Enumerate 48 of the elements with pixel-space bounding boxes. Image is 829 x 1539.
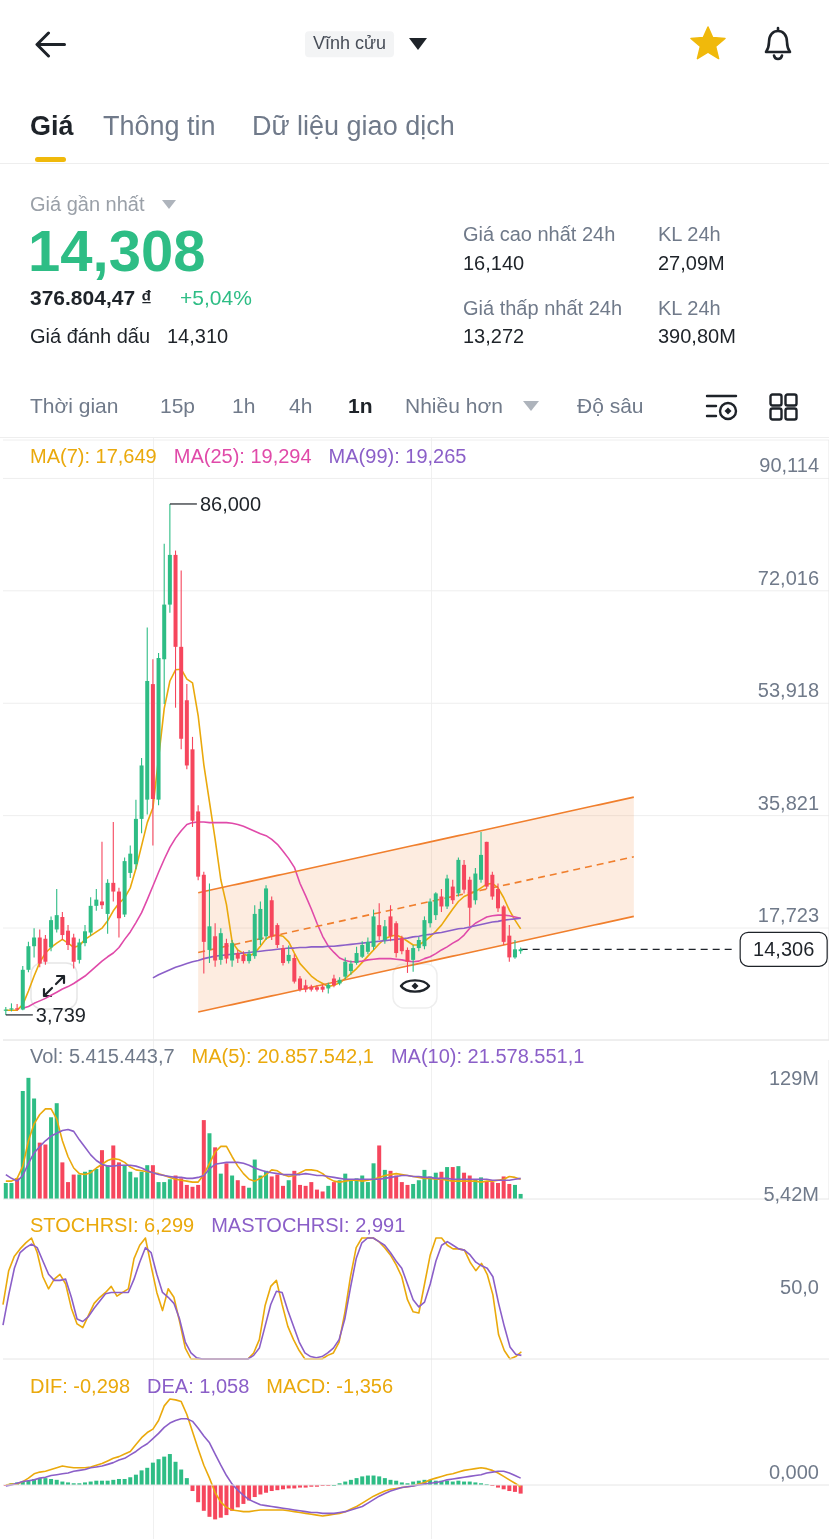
text: MA(99): 19,265 [328, 444, 467, 468]
text: 1h [232, 394, 256, 418]
y-tick-label: 53,918 [757, 679, 819, 702]
y-tick-label: 72,016 [757, 566, 819, 589]
y-tick-label: 90,114 [759, 454, 819, 477]
text: Giá [30, 110, 74, 141]
y-tick-label: 35,821 [757, 791, 819, 814]
text: Nhiều hơn [405, 394, 503, 418]
text: Giá gần nhất [30, 193, 145, 215]
series-label: MASTOCHRSI: 2,991 [211, 1213, 406, 1237]
series-label: DEA: 1,058 [147, 1374, 250, 1398]
text: 1n [348, 394, 373, 418]
y-tick-label: 5,42M [763, 1182, 819, 1205]
text: MA(7): 17,649 [30, 444, 157, 468]
annotation: 50,0 [780, 1276, 819, 1298]
text: KL 24h [658, 297, 721, 319]
ref-line-label: 14,306 [753, 938, 815, 961]
text: Giá thấp nhất 24h [463, 297, 623, 319]
text: Thông tin [103, 110, 216, 141]
text: MA(25): 19,294 [173, 444, 312, 468]
text: 14,310 [167, 325, 229, 347]
series-label: DIF: -0,298 [30, 1374, 131, 1398]
text: 15p [160, 394, 196, 418]
y-tick-label: 129M [768, 1066, 819, 1089]
text: MA(10): 21.578.551,1 [390, 1044, 585, 1068]
text: Giá đánh dấu [30, 325, 151, 347]
annotation: 86,000 [199, 492, 262, 515]
text: 4h [289, 394, 313, 418]
text: 376.804,47 ₫ [30, 286, 152, 310]
text: Giá cao nhất 24h [463, 223, 616, 245]
text: 14,308 [28, 218, 206, 284]
text: 27,09M [658, 252, 725, 274]
text: 390,80M [658, 325, 736, 347]
text: Độ sâu [577, 394, 644, 418]
text: +5,04% [180, 286, 252, 310]
series-label: Vol: 5.415.443,7 [30, 1044, 175, 1068]
text: MA(5): 20.857.542,1 [191, 1044, 374, 1068]
annotation: 3,739 [35, 1003, 86, 1026]
text: KL 24h [658, 223, 721, 245]
series-label: STOCHRSI: 6,299 [30, 1213, 195, 1237]
tag-chip: Vĩnh cửu [305, 31, 395, 57]
text: 13,272 [463, 325, 525, 347]
text: Dữ liệu giao dịch [252, 110, 455, 141]
annotation: 0,000 [768, 1461, 819, 1483]
text: MACD: -1,356 [266, 1374, 394, 1398]
text: 16,140 [463, 252, 525, 274]
text: Thời gian [30, 394, 119, 418]
y-tick-label: 17,723 [757, 904, 819, 927]
